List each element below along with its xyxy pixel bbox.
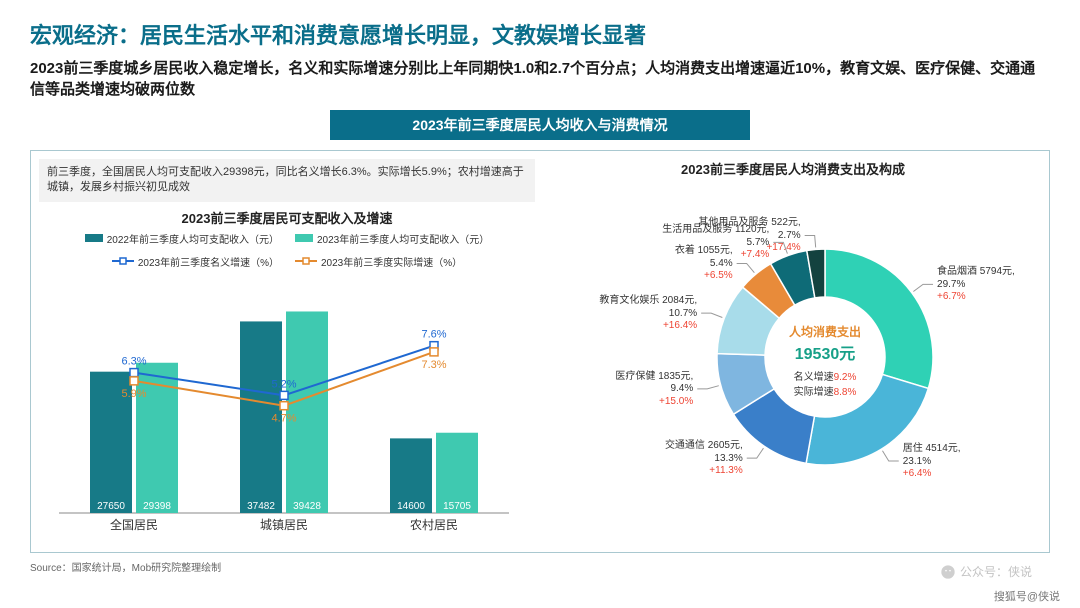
left-chart-pane: 前三季度，全国居民人均可支配收入29398元，同比名义增长6.3%。实际增长5.… [39,159,535,548]
svg-text:7.3%: 7.3% [421,359,446,371]
svg-text:7.6%: 7.6% [421,328,446,340]
pie-slice-label: 食品烟酒 5794元,29.7%+6.7% [937,266,1015,304]
swatch-bar2022 [85,234,103,242]
swatch-bar2023 [295,234,313,242]
page-subtitle: 2023前三季度城乡居民收入稳定增长，名义和实际增速分别比上年同期快1.0和2.… [30,58,1050,100]
swatch-real [295,256,317,266]
page-title: 宏观经济：居民生活水平和消费意愿增长明显，文教娱增长显著 [30,18,1050,50]
pie-slice-label: 交通通信 2605元,13.3%+11.3% [665,440,743,478]
svg-text:39428: 39428 [293,501,321,512]
pie-slice-label: 其他用品及服务 522元,2.7%+17.4% [698,217,800,255]
svg-text:农村居民: 农村居民 [410,518,458,532]
legend-nominal: 2023年前三季度名义增速（%） [138,254,279,269]
svg-text:4.7%: 4.7% [271,412,296,424]
section-banner: 2023年前三季度居民人均收入与消费情况 [330,110,750,140]
pie-chart-title: 2023前三季度居民人均消费支出及构成 [545,159,1041,178]
legend-bar2023: 2023年前三季度人均可支配收入（元） [317,231,489,246]
bar-chart-title: 2023前三季度居民可支配收入及增速 [39,208,535,227]
svg-text:14600: 14600 [397,501,425,512]
source-text: Source：国家统计局，Mob研究院整理绘制 [30,559,1050,574]
right-chart-pane: 2023前三季度居民人均消费支出及构成 食品烟酒 5794元,29.7%+6.7… [545,159,1041,548]
pie-center-label: 人均消费支出 19530元 名义增速9.2% 实际增速8.8% [770,323,880,398]
bar-chart-svg: 27650 29398 全国居民 37482 39428 城镇居民 14600 15705 农村… [39,273,529,543]
svg-text:全国居民: 全国居民 [110,517,158,532]
chart-frame: 前三季度，全国居民人均可支配收入29398元，同比名义增长6.3%。实际增长5.… [30,150,1050,553]
svg-text:15705: 15705 [443,501,471,512]
svg-text:27650: 27650 [97,501,125,512]
footer-tag: 搜狐号@侠说 [994,588,1060,604]
svg-text:城镇居民: 城镇居民 [260,518,308,532]
swatch-nominal [112,256,134,266]
bar-chart-legend: 2022年前三季度人均可支配收入（元） 2023年前三季度人均可支配收入（元） … [39,231,535,269]
svg-text:5.2%: 5.2% [271,378,296,390]
wechat-icon [940,564,956,580]
svg-text:6.3%: 6.3% [121,355,146,367]
wechat-label: 公众号：侠说 [960,563,1032,580]
legend-bar2022: 2022年前三季度人均可支配收入（元） [107,231,279,246]
note-box: 前三季度，全国居民人均可支配收入29398元，同比名义增长6.3%。实际增长5.… [39,159,535,202]
pie-slice-label: 教育文化娱乐 2084元,10.7%+16.4% [599,295,697,333]
pie-slice-label: 医疗保健 1835元,9.4%+15.0% [615,371,693,409]
svg-text:37482: 37482 [247,501,275,512]
svg-text:29398: 29398 [143,501,171,512]
svg-text:5.9%: 5.9% [121,388,146,400]
wechat-tag: 公众号：侠说 [940,563,1032,580]
legend-real: 2023年前三季度实际增速（%） [321,254,462,269]
pie-slice-label: 居住 4514元,23.1%+6.4% [903,443,961,481]
